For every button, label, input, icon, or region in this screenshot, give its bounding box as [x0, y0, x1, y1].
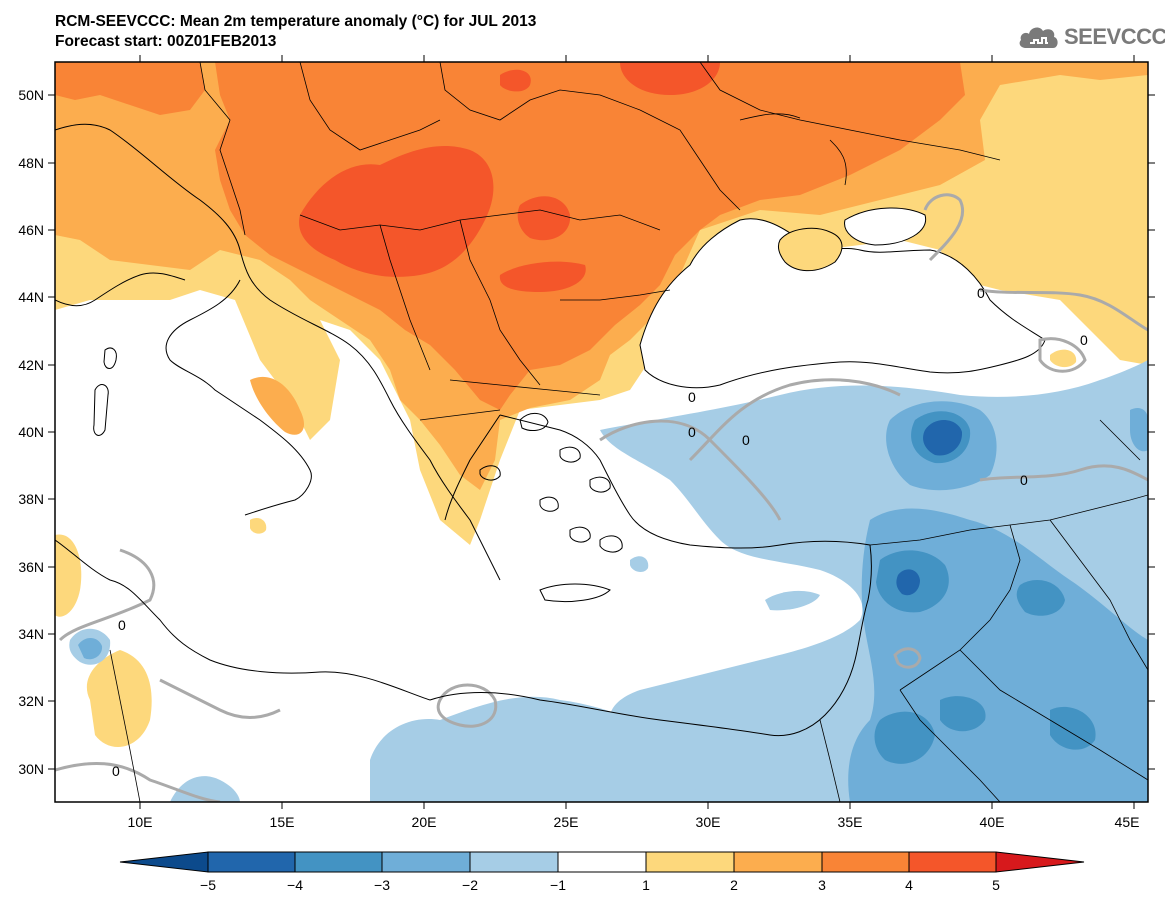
- warm-anomaly-3to4: [215, 62, 965, 410]
- longitude-axis: 10E 15E 20E 25E 30E 35E 40E 45E: [128, 55, 1140, 830]
- colorbar-label: 1: [642, 877, 650, 893]
- colorbar-label: 5: [992, 877, 1000, 893]
- zero-contours: [55, 193, 1148, 802]
- colorbar-segment: [381, 851, 471, 873]
- lat-label-36n: 36N: [18, 559, 44, 575]
- colorbar-segment: [908, 851, 997, 873]
- lon-label-35e: 35E: [838, 814, 863, 830]
- contour-label: 0: [742, 432, 750, 448]
- lat-label-32n: 32N: [18, 693, 44, 709]
- cool-anomaly-2to3-east: [1130, 408, 1148, 452]
- cool-anomaly-3to4-jordan: [874, 711, 935, 764]
- contour-label: 0: [688, 389, 696, 405]
- lon-label-45e: 45E: [1115, 814, 1140, 830]
- cool-anomaly-1to2-cyprus: [765, 590, 820, 611]
- lon-label-15e: 15E: [270, 814, 295, 830]
- warm-anomaly-2to3-italy: [250, 376, 305, 435]
- colorbar-label: −1: [550, 877, 566, 893]
- cool-anomaly-1to2-westafrica: [170, 776, 240, 802]
- warm-anomaly-4to5-romania: [517, 196, 571, 241]
- contour-label: 0: [112, 763, 120, 779]
- cool-anomaly-3to4-iraq: [1016, 580, 1065, 616]
- forecast-start: Forecast start: 00Z01FEB2013: [55, 33, 277, 50]
- lon-label-25e: 25E: [554, 814, 579, 830]
- warm-anomaly-1to2-east-turkey: [1050, 349, 1077, 368]
- lon-label-30e: 30E: [696, 814, 721, 830]
- contour-label: 0: [118, 617, 126, 633]
- colorbar-segment: [294, 851, 383, 873]
- colorbar-arrow-high: [995, 851, 1085, 873]
- lat-label-48n: 48N: [18, 155, 44, 171]
- warm-anomaly-4to5-danube: [499, 261, 586, 292]
- warm-anomaly-1to2-sicily: [250, 518, 267, 534]
- warm-anomaly-3to4-west: [55, 62, 205, 115]
- map-title: RCM-SEEVCCC: Mean 2m temperature anomaly…: [55, 13, 537, 30]
- colorbar-segment: [557, 851, 647, 873]
- lon-label-10e: 10E: [128, 814, 153, 830]
- lon-label-20e: 20E: [412, 814, 437, 830]
- lon-label-40e: 40E: [980, 814, 1005, 830]
- lat-label-42n: 42N: [18, 357, 44, 373]
- aegean-islands: [479, 413, 623, 603]
- cool-anomaly-4to5-syria: [896, 569, 920, 596]
- cool-anomaly-4to5-east-anatolia: [923, 420, 963, 456]
- warm-anomaly-4to5-pannonia: [299, 145, 494, 277]
- lat-label-30n: 30N: [18, 761, 44, 777]
- seevccc-logo: SEEVCCC: [1018, 22, 1165, 52]
- lat-label-34n: 34N: [18, 626, 44, 642]
- cloud-icon: [1019, 27, 1058, 48]
- colorbar-segment: [469, 851, 559, 873]
- colorbar-segment: [733, 851, 823, 873]
- country-borders: [109, 62, 1148, 802]
- contour-label: 0: [1020, 472, 1028, 488]
- black-sea: [639, 218, 1046, 389]
- coastlines: [55, 123, 872, 737]
- rivers: [739, 113, 847, 186]
- contour-label: 0: [688, 424, 696, 440]
- map-plot-area: 0 0 0 0 0 0 0 0: [55, 62, 1148, 802]
- contour-label: 0: [977, 285, 985, 301]
- cool-anomaly-3to4-arabia-south: [1050, 706, 1096, 750]
- colorbar-segment: [821, 851, 910, 873]
- warm-anomaly-4to5-north: [620, 62, 720, 95]
- cool-anomaly-1to2-aegean: [630, 556, 649, 572]
- warm-anomaly-1to2-caucasus: [958, 178, 1148, 295]
- sea-of-azov: [844, 207, 927, 246]
- colorbar-label: 3: [818, 877, 826, 893]
- logo-text: SEEVCCC: [1064, 24, 1165, 49]
- cool-anomaly-3to4-arabia: [940, 696, 986, 732]
- colorbar-label: −2: [462, 877, 478, 893]
- lat-label-50n: 50N: [18, 87, 44, 103]
- colorbar-label: −3: [374, 877, 390, 893]
- lat-label-38n: 38N: [18, 491, 44, 507]
- lat-label-44n: 44N: [18, 289, 44, 305]
- cool-anomaly-2to3-tunisia: [78, 637, 103, 660]
- colorbar: −5 −4 −3 −2 −1 1 2 3 4 5: [119, 851, 1085, 893]
- latitude-axis: 30N 32N 34N 36N 38N 40N 42N 44N 46N 48N …: [18, 87, 1155, 777]
- warm-anomaly-4to5-ukraine: [500, 69, 531, 92]
- colorbar-label: 4: [905, 877, 913, 893]
- map-title-block: RCM-SEEVCCC: Mean 2m temperature anomaly…: [55, 12, 536, 52]
- warm-anomaly-1to2-africa: [86, 650, 152, 747]
- contour-label: 0: [1080, 332, 1088, 348]
- colorbar-label: 2: [730, 877, 738, 893]
- contour-labels: 0 0 0 0 0 0 0 0: [112, 285, 1088, 779]
- colorbar-label: −5: [200, 877, 216, 893]
- lat-label-40n: 40N: [18, 424, 44, 440]
- colorbar-label: −4: [287, 877, 303, 893]
- crimea: [777, 227, 843, 272]
- lat-label-46n: 46N: [18, 222, 44, 238]
- colorbar-arrow-low: [119, 851, 209, 873]
- colorbar-segment: [207, 851, 296, 873]
- colorbar-segment: [645, 851, 735, 873]
